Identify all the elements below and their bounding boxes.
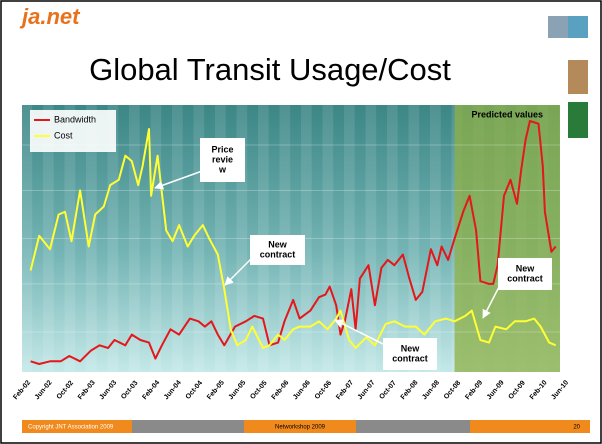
annotation-text: Price [211, 144, 233, 154]
annotation-text: w [218, 164, 227, 174]
footer-page: 20 [573, 425, 580, 431]
logo: ja.net [19, 4, 81, 29]
annotation-text: New [268, 239, 288, 249]
slide: ja.net Global Transit Usage/Cost Predict… [0, 0, 602, 444]
legend-label: Bandwidth [54, 114, 96, 124]
legend-label: Cost [54, 130, 73, 140]
footer: Copyright JNT Association 2009 Networksh… [22, 420, 590, 433]
footer-copyright: Copyright JNT Association 2009 [28, 425, 114, 431]
annotation-text: revie [212, 154, 233, 164]
footer-event: Networkshop 2009 [275, 425, 326, 431]
annotation-text: contract [392, 353, 428, 363]
annotation-text: New [401, 343, 421, 353]
chart: ja.net Global Transit Usage/Cost Predict… [0, 0, 602, 444]
predicted-label: Predicted values [472, 109, 544, 119]
annotation-text: contract [260, 249, 296, 259]
annotation-text: contract [507, 273, 543, 283]
slide-title: Global Transit Usage/Cost [89, 52, 451, 87]
annotation-text: New [516, 263, 536, 273]
